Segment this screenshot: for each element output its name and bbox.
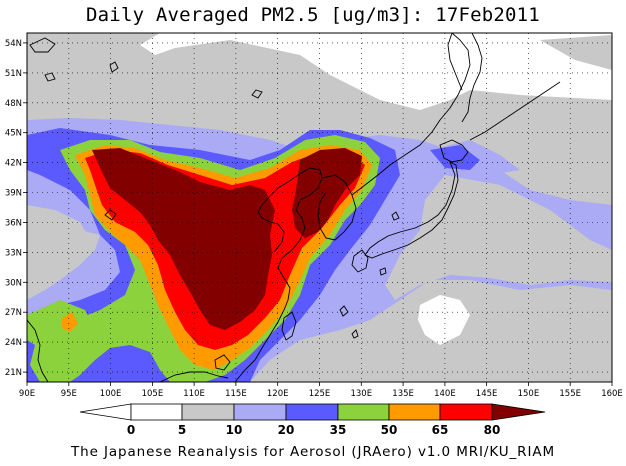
lon-tick-label: 140E	[434, 389, 456, 399]
latitude-labels: 54N 51N 48N 45N 42N 39N 36N 33N 30N 27N …	[5, 39, 22, 378]
lon-tick-label: 145E	[476, 389, 498, 399]
colorbar-label: 0	[127, 423, 135, 437]
lon-tick-label: 135E	[392, 389, 414, 399]
lat-tick-label: 36N	[5, 219, 22, 229]
graticule	[27, 33, 612, 382]
colorbar-above-80	[491, 403, 546, 421]
lon-tick-label: 105E	[142, 389, 164, 399]
footer-credit: The Japanese Reanalysis for Aerosol (JRA…	[70, 444, 556, 460]
lat-tick-label: 48N	[5, 99, 22, 109]
colorbar-below-0	[79, 403, 132, 421]
map-title: Daily Averaged PM2.5 [ug/m3]: 17Feb2011	[86, 4, 540, 26]
tick-marks	[23, 42, 613, 386]
concentration-field	[27, 33, 612, 382]
lat-tick-label: 39N	[5, 189, 22, 199]
lat-tick-label: 51N	[5, 69, 22, 79]
level-5-10-region	[575, 295, 612, 345]
color-bar-labels: 0 5 10 20 35 50 65 80	[127, 423, 501, 437]
lon-tick-label: 130E	[350, 389, 372, 399]
longitude-labels: 90E 95E 100E 105E 110E 115E 120E 125E 13…	[19, 389, 623, 399]
lat-tick-label: 24N	[5, 338, 22, 348]
colorbar-5-10	[181, 403, 235, 421]
lon-tick-label: 95E	[61, 389, 77, 399]
lat-tick-label: 27N	[5, 308, 22, 318]
level-5-10-region	[27, 205, 90, 265]
colorbar-label: 80	[484, 423, 501, 437]
level-above-80-region	[292, 148, 362, 238]
colorbar-label: 10	[226, 423, 243, 437]
lat-tick-label: 30N	[5, 278, 22, 288]
lon-tick-label: 150E	[518, 389, 540, 399]
level-0-5-region	[418, 295, 470, 345]
lat-tick-label: 42N	[5, 159, 22, 169]
lat-tick-label: 45N	[5, 129, 22, 139]
lon-tick-label: 160E	[601, 389, 623, 399]
colorbar-label: 65	[432, 423, 449, 437]
level-5-10-region	[540, 35, 612, 70]
colorbar-label: 5	[178, 423, 186, 437]
lon-tick-label: 110E	[183, 389, 205, 399]
colorbar-0-5	[130, 403, 183, 421]
level-above-80-region	[92, 148, 275, 330]
colorbar-label: 35	[330, 423, 347, 437]
colorbar-65-80	[439, 403, 493, 421]
lat-tick-label: 33N	[5, 248, 22, 258]
level-5-10-region	[60, 70, 260, 130]
colorbar-35-50	[337, 403, 390, 421]
coastlines	[27, 33, 561, 382]
colorbar-label: 20	[278, 423, 295, 437]
lon-tick-label: 125E	[309, 389, 331, 399]
color-bar	[79, 403, 546, 421]
level-50-65-region	[62, 312, 78, 332]
lon-tick-label: 115E	[225, 389, 247, 399]
colorbar-10-20	[233, 403, 287, 421]
lon-tick-label: 155E	[559, 389, 581, 399]
level-5-10-region	[385, 175, 612, 300]
lat-tick-label: 21N	[5, 368, 22, 378]
colorbar-50-65	[388, 403, 441, 421]
lat-tick-label: 54N	[5, 39, 22, 49]
colorbar-20-35	[285, 403, 339, 421]
colorbar-label: 50	[381, 423, 398, 437]
lon-tick-label: 100E	[100, 389, 122, 399]
lon-tick-label: 120E	[267, 389, 289, 399]
lon-tick-label: 90E	[19, 389, 35, 399]
